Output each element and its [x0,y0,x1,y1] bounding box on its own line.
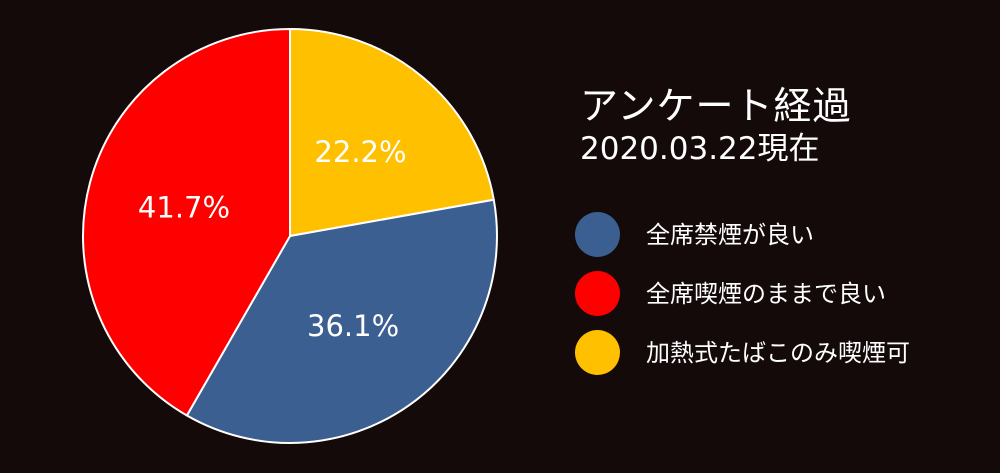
pie-data-labels: 22.2% 36.1% 41.7% [138,135,407,343]
legend-item-smoking: 全席喫煙のままで良い [575,264,995,323]
chart-title: アンケート経過 [580,84,852,128]
legend: 全席禁煙が良い 全席喫煙のままで良い 加熱式たばこのみ喫煙可 [575,205,995,382]
legend-label-non-smoking: 全席禁煙が良い [646,220,814,249]
legend-swatch-smoking [575,271,620,316]
data-label-heated-tobacco: 22.2% [314,135,406,169]
legend-item-non-smoking: 全席禁煙が良い [575,205,995,264]
pie-slices [82,28,498,444]
legend-label-smoking: 全席喫煙のままで良い [646,279,886,308]
legend-item-heated-tobacco: 加熱式たばこのみ喫煙可 [575,323,995,382]
data-label-non-smoking: 36.1% [307,309,399,343]
chart-title-block: アンケート経過 2020.03.22現在 [580,84,980,168]
legend-swatch-heated-tobacco [575,330,620,375]
chart-subtitle: 2020.03.22現在 [580,131,820,167]
pie-slice-non-smoking [185,198,498,444]
legend-swatch-non-smoking [575,212,620,257]
legend-label-heated-tobacco: 加熱式たばこのみ喫煙可 [646,338,910,367]
data-label-smoking: 41.7% [138,191,230,225]
pie-slice-smoking [82,28,291,417]
pie-slice-heated-tobacco [289,28,495,237]
